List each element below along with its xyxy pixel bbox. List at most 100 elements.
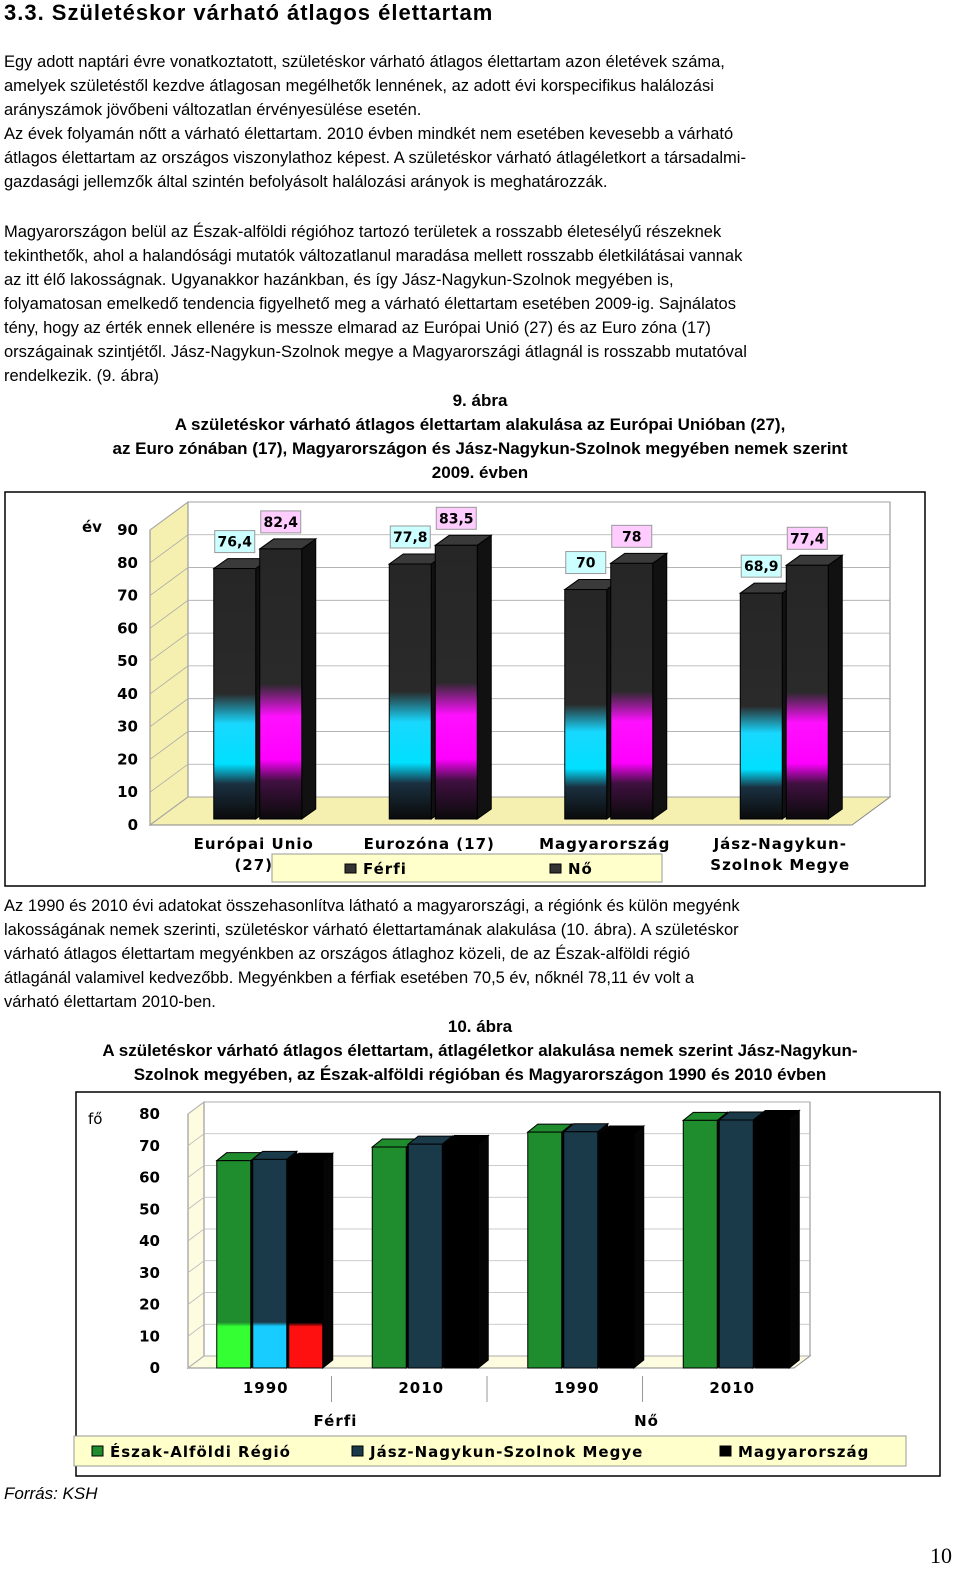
plot-side-wall xyxy=(149,501,189,826)
group-label: Férfi xyxy=(314,1412,358,1430)
group-label: Nő xyxy=(634,1412,659,1430)
data-label-box xyxy=(214,530,256,554)
x-tick-label: 1990 xyxy=(243,1379,289,1397)
text-line: Az évek folyamán nőtt a várható élettart… xyxy=(4,125,734,143)
data-label-box xyxy=(260,510,302,534)
figure-number: 10. ábra xyxy=(447,1017,513,1036)
bar xyxy=(599,1133,635,1369)
data-label: 76,4 xyxy=(217,535,252,551)
y-tick-label: 80 xyxy=(139,1105,160,1123)
bar xyxy=(754,1117,790,1369)
text-line: lakosságának nemek szerinti, születéskor… xyxy=(4,921,739,939)
source-note: Forrás: KSH xyxy=(4,1484,98,1503)
data-label: 78 xyxy=(622,529,641,545)
data-label-box xyxy=(435,506,477,530)
bar xyxy=(443,1143,479,1369)
bar xyxy=(252,1158,288,1369)
legend-label: Észak-Alföldi Régió xyxy=(110,1442,291,1461)
data-label-box xyxy=(389,525,431,549)
bar-side xyxy=(301,537,317,820)
text-line: országainak szintjétől. Jász-Nagykun-Szo… xyxy=(4,343,747,361)
text-line: tény, hogy az érték ennek ellenére is me… xyxy=(4,319,711,337)
y-tick-label: 50 xyxy=(139,1200,160,1218)
legend-box xyxy=(271,853,663,883)
legend-label: Jász-Nagykun-Szolnok Megye xyxy=(369,1443,643,1461)
text-line: Az 1990 és 2010 évi adatokat összehasonl… xyxy=(4,897,740,915)
bar-férfi xyxy=(388,563,432,820)
legend-label: Nő xyxy=(568,860,593,878)
legend-label: Magyarország xyxy=(738,1443,869,1461)
legend-swatch xyxy=(549,863,562,874)
text-line: várható átlagos élettartam megyénkben az… xyxy=(4,945,691,963)
bar-férfi xyxy=(739,592,783,820)
x-tick-label: (27) xyxy=(234,856,273,874)
x-tick-label: 2010 xyxy=(398,1379,444,1397)
data-label-box xyxy=(786,526,828,550)
y-tick-label: 40 xyxy=(139,1232,160,1250)
y-tick-label: 70 xyxy=(117,587,138,605)
section-heading: 3.3. Születéskor várható átlagos élettar… xyxy=(4,0,494,25)
bar-side xyxy=(477,1134,489,1370)
data-label-box xyxy=(611,524,653,548)
caption-line: A születéskor várható átlagos élettartam… xyxy=(102,1041,858,1060)
caption-line: A születéskor várható átlagos élettartam… xyxy=(174,415,786,434)
caption-line: az Euro zónában (17), Magyarországon és … xyxy=(112,439,848,458)
comparison-paragraph: Az 1990 és 2010 évi adatokat összehasonl… xyxy=(4,894,956,1014)
text-line: az itt élő lakosságnak. Ugyanakkor hazán… xyxy=(4,271,674,289)
bar xyxy=(371,1146,407,1369)
bar-nő xyxy=(259,548,303,820)
legend-swatch xyxy=(719,1445,732,1457)
data-label-box xyxy=(565,551,607,575)
data-label: 83,5 xyxy=(439,511,474,527)
y-tick-label: 30 xyxy=(117,718,138,736)
bar-nő xyxy=(434,544,478,820)
bar-side xyxy=(827,554,843,820)
legend-label: Férfi xyxy=(363,860,407,878)
figure-9-caption: 9. ábra A születéskor várható átlagos él… xyxy=(0,389,960,485)
text-line: várható élettartam 2010-ben. xyxy=(4,993,216,1011)
y-tick-label: 20 xyxy=(139,1296,160,1314)
y-axis-label: év xyxy=(82,518,102,536)
legend-box xyxy=(73,1435,907,1467)
bar xyxy=(288,1160,324,1369)
legend-swatch xyxy=(351,1445,364,1457)
figure-10-chart: 0 10 20 30 40 50 60 70 80 fő 1990 2010 1990 2010 Férfi… xyxy=(73,1091,941,1477)
caption-line: 2009. évben xyxy=(431,463,529,482)
legend-swatch xyxy=(91,1445,104,1457)
gridline xyxy=(149,501,890,531)
text-line: arányszámok jövőbeni változatlan érvénye… xyxy=(4,101,422,119)
bar-side xyxy=(322,1152,334,1370)
page-number: 10 xyxy=(930,1543,952,1568)
bar-nő xyxy=(610,562,654,820)
bar-side xyxy=(652,552,668,820)
bar xyxy=(527,1131,563,1369)
y-tick-label: 0 xyxy=(150,1359,160,1377)
y-tick-label: 40 xyxy=(117,685,138,703)
y-tick-label: 10 xyxy=(117,783,138,801)
y-axis-label: fő xyxy=(88,1110,102,1128)
gridline xyxy=(187,1101,810,1115)
bar xyxy=(682,1119,718,1369)
caption-line: Szolnok megyében, az Észak-alföldi régió… xyxy=(133,1065,827,1084)
x-tick-label: Szolnok Megye xyxy=(710,856,850,874)
y-tick-label: 60 xyxy=(117,619,138,637)
bar xyxy=(407,1143,443,1369)
y-tick-label: 50 xyxy=(117,652,138,670)
data-label: 77,8 xyxy=(393,530,428,546)
text-line: Magyarországon belül az Észak-alföldi ré… xyxy=(4,223,722,241)
y-tick-label: 20 xyxy=(117,750,138,768)
figure-number: 9. ábra xyxy=(452,391,508,410)
x-tick-label: 1990 xyxy=(554,1379,600,1397)
x-tick-label: Európai Unio xyxy=(194,835,314,853)
x-tick-label: Magyarország xyxy=(539,835,670,853)
figure-9-chart: 0 10 20 30 40 50 60 70 80 90 év 76,4 82,4 Európai Uni… xyxy=(4,491,926,887)
y-tick-label: 60 xyxy=(139,1169,160,1187)
x-tick-label: 2010 xyxy=(709,1379,755,1397)
y-tick-label: 90 xyxy=(117,521,138,539)
text-line: tekinthetők, ahol a halandósági mutatók … xyxy=(4,247,743,265)
x-tick-label: Jász-Nagykun- xyxy=(713,835,847,853)
bar-side xyxy=(476,534,492,820)
y-tick-label: 30 xyxy=(139,1264,160,1282)
bar xyxy=(216,1160,252,1369)
bar xyxy=(718,1119,754,1369)
